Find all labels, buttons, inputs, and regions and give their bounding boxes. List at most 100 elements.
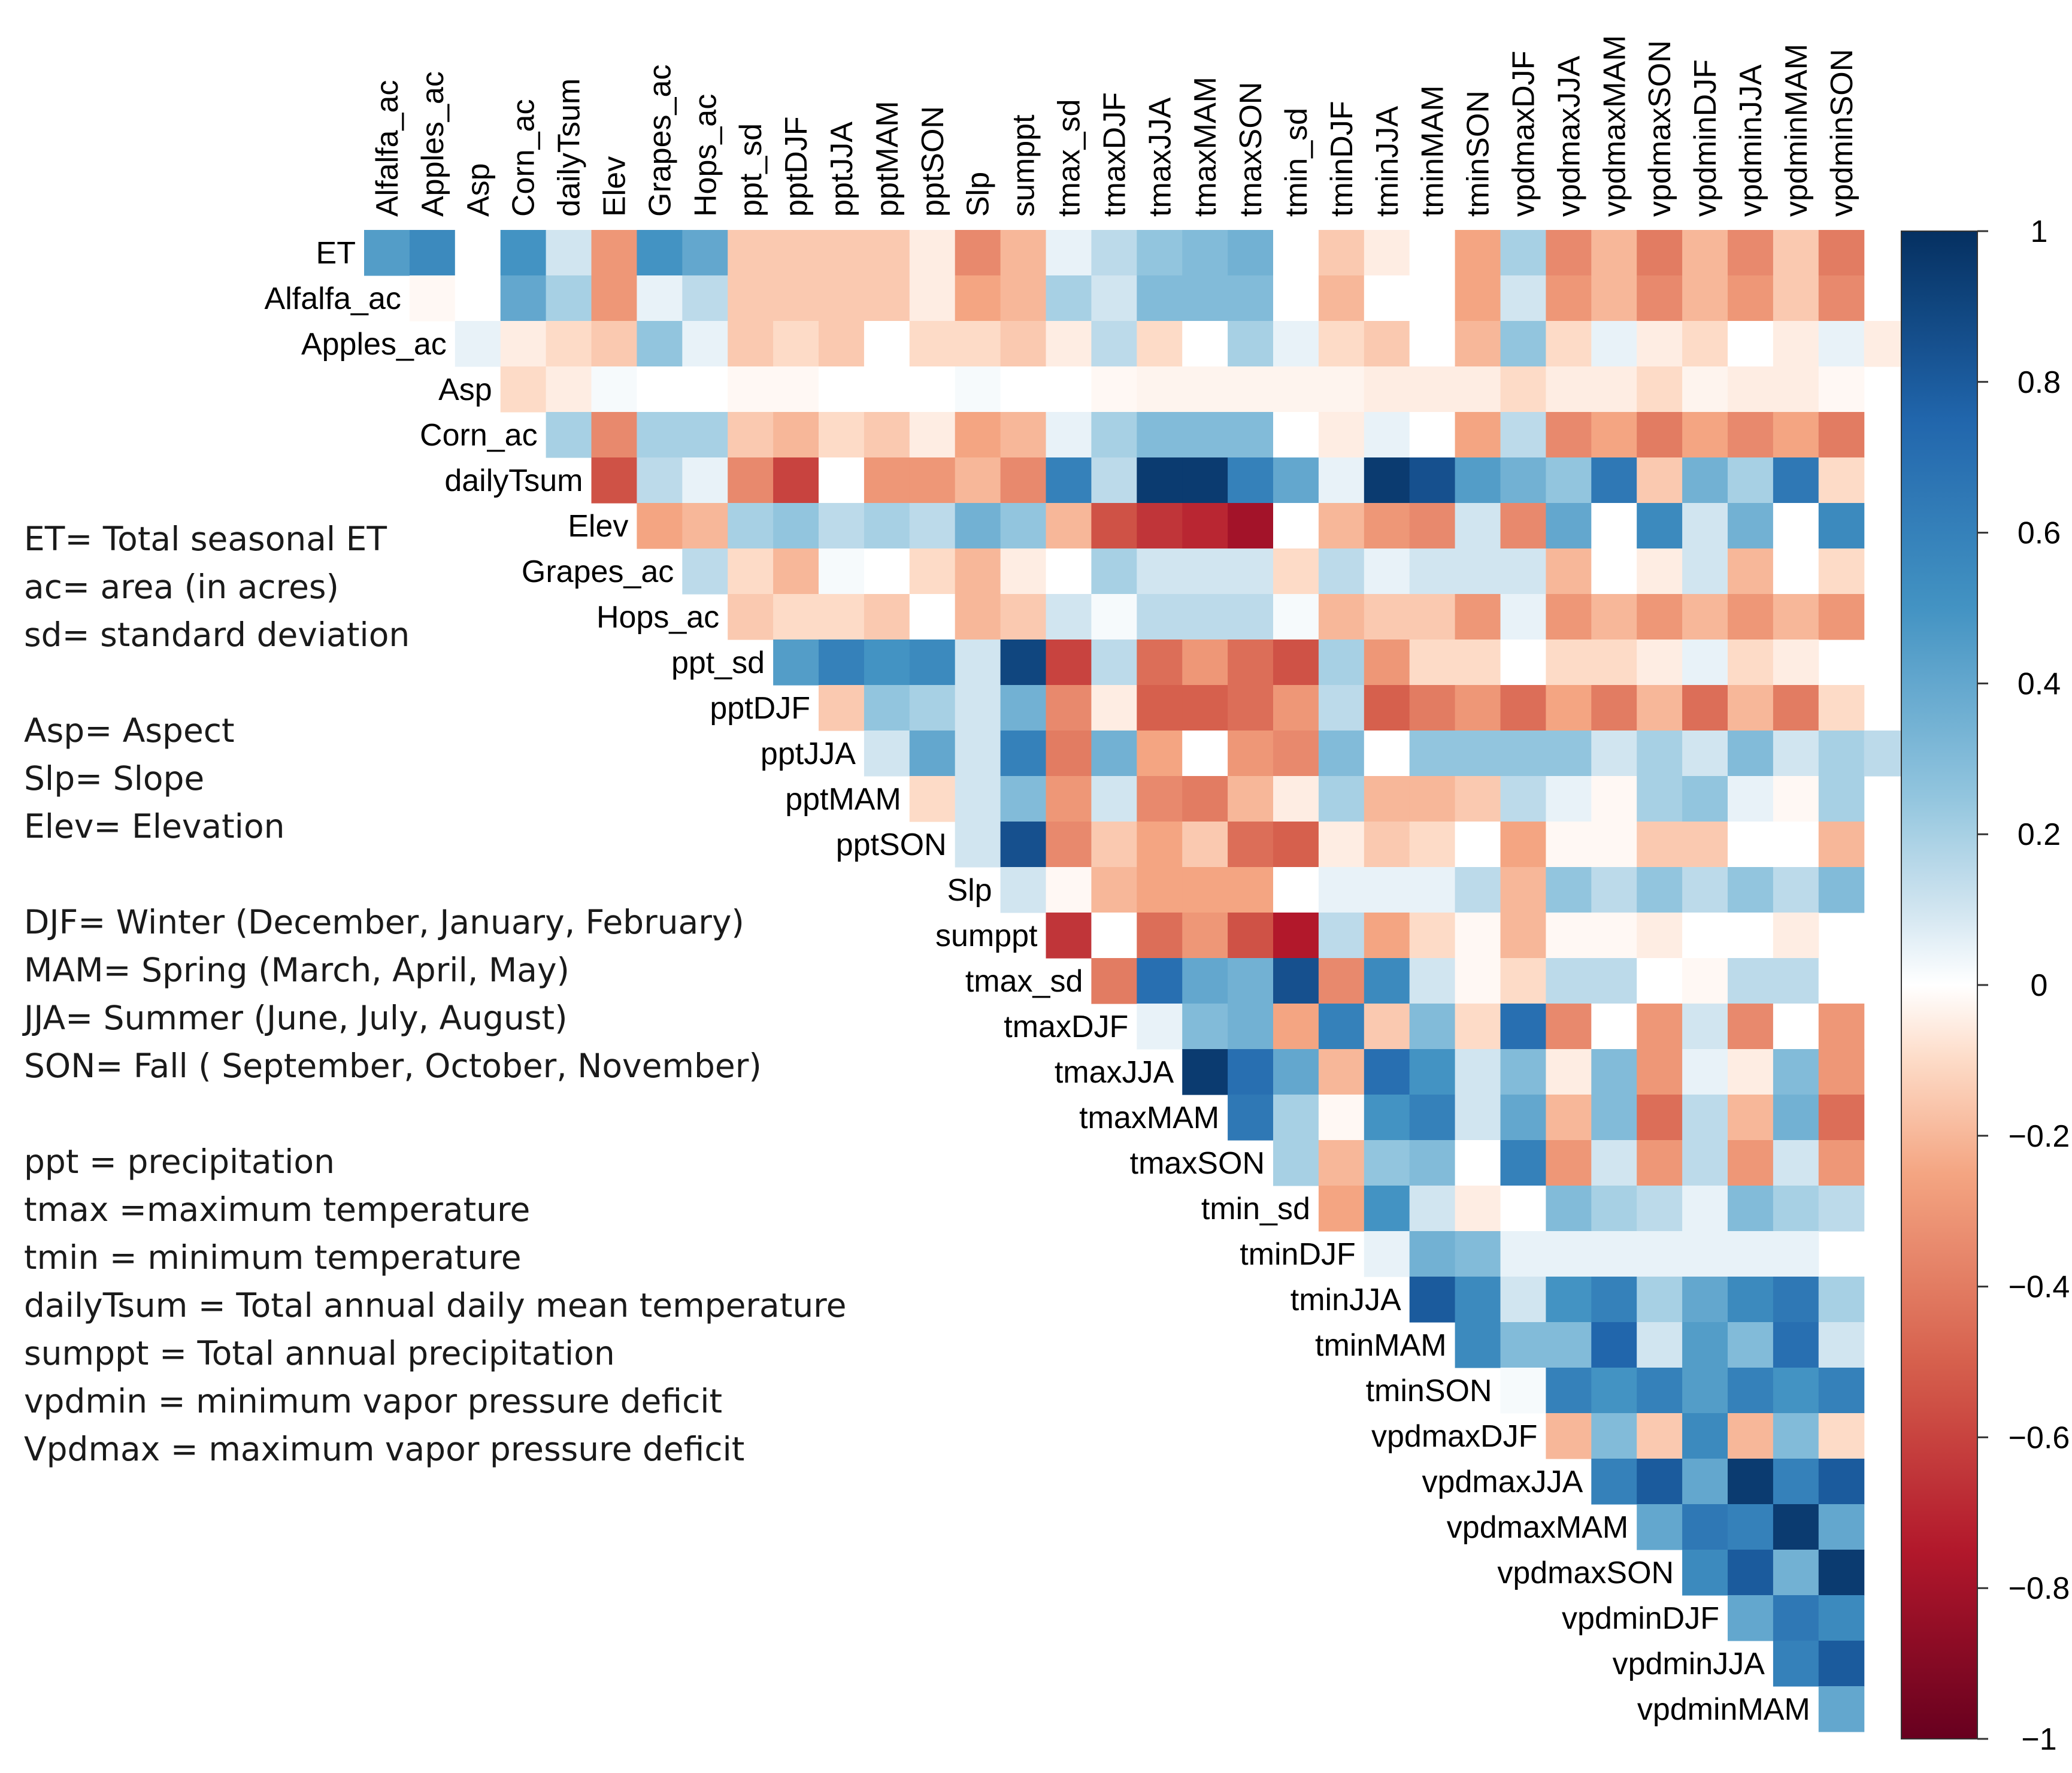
heatmap-cell xyxy=(909,230,956,276)
row-label: pptMAM xyxy=(785,782,901,817)
heatmap-cell xyxy=(1637,1095,1683,1141)
heatmap-cell xyxy=(1046,321,1092,367)
heatmap-cell xyxy=(1818,958,1865,1004)
colorbar-tick-label: 0 xyxy=(2031,968,2048,1003)
heatmap-cell xyxy=(1318,822,1365,868)
column-label: vpdminSON xyxy=(1825,49,1859,217)
heatmap-cell xyxy=(1500,230,1546,276)
heatmap-cell xyxy=(1455,685,1501,731)
row-label: vpdminMAM xyxy=(1637,1692,1810,1727)
heatmap-cell xyxy=(728,594,774,640)
heatmap-cell xyxy=(1364,867,1410,913)
column-label: tminDJF xyxy=(1325,101,1359,217)
heatmap-cell xyxy=(773,230,819,276)
heatmap-cell xyxy=(1773,548,1819,595)
heatmap-cell xyxy=(1637,457,1683,504)
heatmap-cell xyxy=(1818,1595,1865,1641)
heatmap-cell xyxy=(1364,1186,1410,1232)
heatmap-cell xyxy=(1546,457,1592,504)
heatmap-cell xyxy=(819,412,865,458)
heatmap-cell xyxy=(1137,685,1183,731)
heatmap-cell xyxy=(1500,822,1546,868)
heatmap-cell xyxy=(1137,1004,1183,1050)
heatmap-cell xyxy=(1409,1004,1456,1050)
row-label: ET xyxy=(316,236,356,271)
heatmap-cell xyxy=(1318,548,1365,595)
heatmap-cell xyxy=(1500,548,1546,595)
heatmap-cell xyxy=(1091,594,1137,640)
heatmap-cell xyxy=(1818,1322,1865,1368)
heatmap-cell xyxy=(728,548,774,595)
heatmap-cell xyxy=(1182,913,1228,959)
row-label: tmaxSON xyxy=(1130,1146,1265,1181)
heatmap-cell xyxy=(1409,640,1456,686)
heatmap-cell xyxy=(1818,412,1865,458)
heatmap-cell xyxy=(546,412,592,458)
heatmap-cell xyxy=(1818,1095,1865,1141)
heatmap-cell xyxy=(864,457,910,504)
heatmap-cell xyxy=(1000,685,1047,731)
row-label: sumppt xyxy=(935,919,1038,953)
column-label: Alfalfa_ac xyxy=(370,80,405,217)
heatmap-cell xyxy=(1728,1186,1774,1232)
heatmap-cell xyxy=(364,230,410,276)
heatmap-cell xyxy=(1728,958,1774,1004)
heatmap-cell xyxy=(1637,822,1683,868)
heatmap-cell xyxy=(1591,1186,1637,1232)
heatmap-cell xyxy=(864,321,910,367)
heatmap-cell xyxy=(1228,321,1274,367)
heatmap-cell xyxy=(1182,822,1228,868)
heatmap-cell xyxy=(773,594,819,640)
heatmap-cell xyxy=(409,230,456,276)
heatmap-cell xyxy=(1000,548,1047,595)
heatmap-cell xyxy=(1637,776,1683,822)
heatmap-cell xyxy=(1728,412,1774,458)
heatmap-cell xyxy=(1637,594,1683,640)
heatmap-cell xyxy=(1728,230,1774,276)
heatmap-cell xyxy=(1637,640,1683,686)
heatmap-cell xyxy=(1228,1049,1274,1095)
heatmap-cell xyxy=(1137,275,1183,322)
heatmap-cell xyxy=(1818,503,1865,549)
heatmap-cell xyxy=(1273,1049,1319,1095)
heatmap-cell xyxy=(1773,1459,1819,1505)
column-label: Asp xyxy=(461,163,496,217)
heatmap-cell xyxy=(1228,731,1274,777)
heatmap-cell xyxy=(909,503,956,549)
heatmap-cell xyxy=(1682,1413,1728,1459)
heatmap-cell xyxy=(909,275,956,322)
heatmap-cell xyxy=(1773,1550,1819,1596)
heatmap-cell xyxy=(1637,548,1683,595)
heatmap-cell xyxy=(1773,1368,1819,1414)
heatmap-cell xyxy=(500,275,547,322)
heatmap-cell xyxy=(546,275,592,322)
heatmap-cell xyxy=(1773,1049,1819,1095)
row-label: tmaxDJF xyxy=(1004,1010,1128,1044)
heatmap-cell xyxy=(1409,366,1456,413)
heatmap-cell xyxy=(1318,958,1365,1004)
heatmap-cell xyxy=(1637,321,1683,367)
heatmap-cell xyxy=(955,366,1001,413)
heatmap-cell xyxy=(955,776,1001,822)
heatmap-cell xyxy=(1637,1413,1683,1459)
heatmap-cell xyxy=(1091,457,1137,504)
column-label: tmaxMAM xyxy=(1188,77,1223,217)
heatmap-cell xyxy=(1500,1049,1546,1095)
heatmap-cell xyxy=(819,275,865,322)
heatmap-cell xyxy=(1818,594,1865,640)
heatmap-cell xyxy=(1046,594,1092,640)
heatmap-cell xyxy=(1455,1277,1501,1323)
heatmap-cell xyxy=(864,594,910,640)
heatmap-cell xyxy=(1409,230,1456,276)
heatmap-cell xyxy=(1637,275,1683,322)
heatmap-cell xyxy=(1818,230,1865,276)
heatmap-cell xyxy=(1455,1140,1501,1186)
heatmap-cell xyxy=(1682,685,1728,731)
heatmap-cell xyxy=(1409,1186,1456,1232)
heatmap-cell xyxy=(728,412,774,458)
legend-line: DJF= Winter (December, January, February… xyxy=(24,903,744,941)
heatmap-cell xyxy=(1273,1140,1319,1186)
heatmap-cell xyxy=(1682,731,1728,777)
heatmap-cell xyxy=(1818,1641,1865,1687)
heatmap-cell xyxy=(1182,548,1228,595)
